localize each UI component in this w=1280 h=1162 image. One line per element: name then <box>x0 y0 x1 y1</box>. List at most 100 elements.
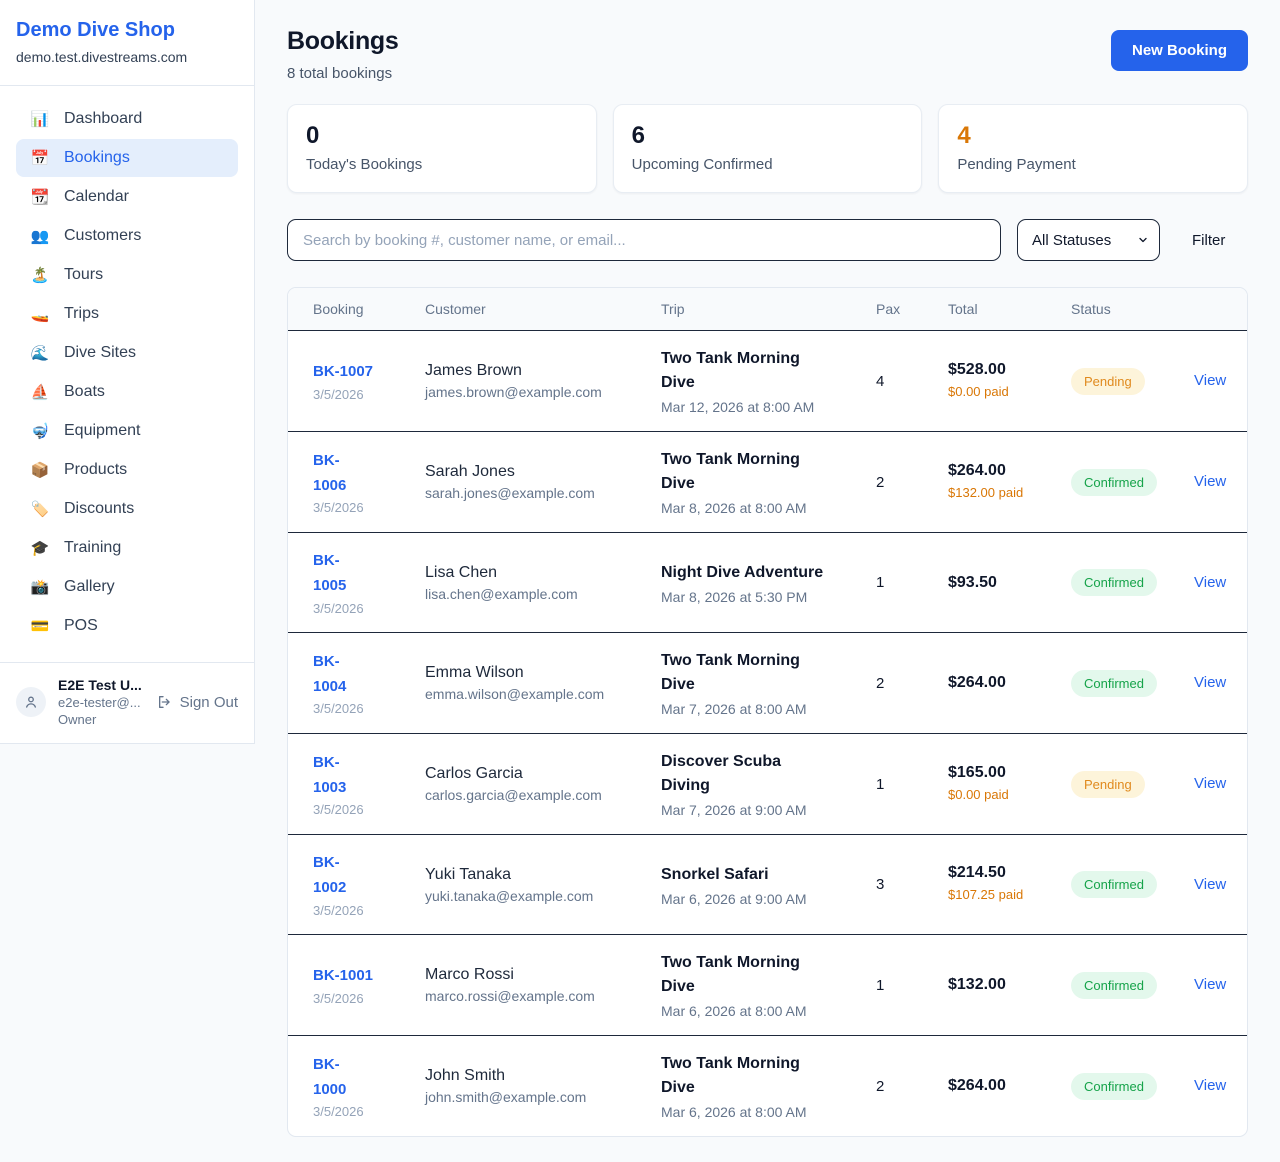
status-select[interactable]: All Statuses <box>1017 219 1160 261</box>
view-link[interactable]: View <box>1194 1077 1227 1094</box>
booking-id-link[interactable]: BK-1002 <box>313 854 347 896</box>
view-cell: View <box>1194 473 1226 491</box>
view-link[interactable]: View <box>1194 372 1227 389</box>
view-link[interactable]: View <box>1194 573 1227 591</box>
new-booking-button[interactable]: New Booking <box>1110 30 1248 71</box>
booking-date: 3/5/2026 <box>313 1104 364 1120</box>
bar-chart-icon: 📊 <box>30 111 50 128</box>
sidebar-item-dashboard[interactable]: 📊 Dashboard <box>16 100 238 138</box>
sidebar-item-equipment[interactable]: 🤿 Equipment <box>16 412 238 450</box>
view-cell: View <box>1194 372 1226 390</box>
column-header-booking: Booking <box>313 301 364 317</box>
people-icon: 👥 <box>30 228 50 245</box>
booking-cell: BK-1000 3/5/2026 <box>313 1053 425 1120</box>
view-link[interactable]: View <box>1194 775 1227 792</box>
status-badge: Confirmed <box>1071 871 1157 898</box>
trip-cell: Two Tank Morning Dive Mar 6, 2026 at 8:0… <box>661 951 876 1019</box>
view-cell: View <box>1194 976 1226 994</box>
customer-name: Emma Wilson <box>425 664 524 681</box>
sailboat-icon: ⛵ <box>30 384 50 401</box>
booking-cell: BK-1001 3/5/2026 <box>313 964 425 1006</box>
view-link[interactable]: View <box>1194 875 1227 893</box>
pax-value: 4 <box>876 372 885 390</box>
total-cell: $165.00 $0.00 paid <box>948 764 1071 805</box>
sidebar-item-customers[interactable]: 👥 Customers <box>16 217 238 255</box>
page-header: Bookings 8 total bookings New Booking <box>287 27 1248 82</box>
table-header-row: Booking Customer Trip Pax Total Status <box>288 288 1247 331</box>
trip-datetime: Mar 6, 2026 at 9:00 AM <box>661 890 807 907</box>
filter-button[interactable]: Filter <box>1176 224 1241 257</box>
page-subtitle: 8 total bookings <box>287 65 393 82</box>
booking-id-link[interactable]: BK-1000 <box>313 1055 347 1098</box>
view-cell: View <box>1194 1077 1226 1095</box>
view-link[interactable]: View <box>1194 976 1227 993</box>
brand: Demo Dive Shop demo.test.divestreams.com <box>0 0 254 86</box>
customer-name: Carlos Garcia <box>425 765 523 782</box>
booking-id-link[interactable]: BK-1006 <box>313 451 347 494</box>
island-icon: 🏝️ <box>30 267 50 284</box>
page-header-text: Bookings 8 total bookings <box>287 27 399 82</box>
pax-value: 3 <box>876 876 885 893</box>
paid-amount: $0.00 paid <box>948 383 1009 399</box>
column-header-status: Status <box>1071 301 1111 317</box>
customer-cell: Emma Wilson emma.wilson@example.com <box>425 664 661 702</box>
status-badge: Pending <box>1071 770 1145 798</box>
booking-cell: BK-1002 3/5/2026 <box>313 851 425 918</box>
view-cell: View <box>1194 775 1226 793</box>
sidebar-item-label: Trips <box>64 305 99 322</box>
column-header-trip: Trip <box>661 301 685 317</box>
search-input[interactable] <box>287 219 1001 261</box>
paid-amount: $107.25 paid <box>948 887 1024 903</box>
sidebar-item-tours[interactable]: 🏝️ Tours <box>16 256 238 294</box>
view-link[interactable]: View <box>1194 674 1227 691</box>
total-cell: $264.00 $132.00 paid <box>948 462 1071 503</box>
customer-name: Sarah Jones <box>425 463 515 480</box>
sidebar-item-calendar[interactable]: 📆 Calendar <box>16 178 238 216</box>
sign-out-label: Sign Out <box>179 693 238 711</box>
trip-cell: Two Tank Morning Dive Mar 8, 2026 at 8:0… <box>661 448 876 516</box>
user-section: E2E Test U... e2e-tester@... Owner Sign … <box>0 662 254 743</box>
sidebar-item-discounts[interactable]: 🏷️ Discounts <box>16 490 238 528</box>
sign-out-button[interactable]: Sign Out <box>157 694 238 711</box>
customer-cell: John Smith john.smith@example.com <box>425 1067 661 1105</box>
booking-id-link[interactable]: BK-1004 <box>313 652 347 695</box>
customer-email: yuki.tanaka@example.com <box>425 887 594 904</box>
trip-cell: Snorkel Safari Mar 6, 2026 at 9:00 AM <box>661 863 876 907</box>
stat-card: 0 Today's Bookings <box>287 104 597 193</box>
pax-value: 1 <box>876 574 885 591</box>
sidebar-item-gallery[interactable]: 📸 Gallery <box>16 568 238 606</box>
view-link[interactable]: View <box>1194 473 1227 490</box>
table-body: BK-1007 3/5/2026 James Brown james.brown… <box>288 331 1247 1136</box>
sidebar-item-products[interactable]: 📦 Products <box>16 451 238 489</box>
total-amount: $93.50 <box>948 573 997 591</box>
trip-cell: Two Tank Morning Dive Mar 7, 2026 at 8:0… <box>661 649 876 717</box>
status-badge: Confirmed <box>1071 569 1157 596</box>
booking-cell: BK-1007 3/5/2026 <box>313 360 425 402</box>
sidebar-item-label: Customers <box>64 227 142 244</box>
customer-name: James Brown <box>425 362 522 379</box>
sidebar-item-label: Products <box>64 461 128 478</box>
total-amount: $264.00 <box>948 1077 1006 1094</box>
customer-name: John Smith <box>425 1067 506 1084</box>
sidebar-item-bookings[interactable]: 📅 Bookings <box>16 139 238 177</box>
sidebar-item-dive-sites[interactable]: 🌊 Dive Sites <box>16 334 238 372</box>
booking-id-link[interactable]: BK-1003 <box>313 753 347 796</box>
user-name: E2E Test U... <box>58 677 142 693</box>
booking-cell: BK-1006 3/5/2026 <box>313 449 425 516</box>
sidebar-item-trips[interactable]: 🚤 Trips <box>16 295 238 333</box>
sidebar-item-training[interactable]: 🎓 Training <box>16 529 238 567</box>
customer-email: lisa.chen@example.com <box>425 585 578 602</box>
customer-name: Yuki Tanaka <box>425 865 511 883</box>
total-cell: $264.00 <box>948 1077 1071 1095</box>
booking-id-link[interactable]: BK-1005 <box>313 552 347 594</box>
pax-value: 2 <box>876 473 885 491</box>
trip-name: Night Dive Adventure <box>661 563 824 581</box>
trip-name: Two Tank Morning Dive <box>661 451 800 492</box>
calendar-icon: 📅 <box>30 150 50 167</box>
total-amount: $264.00 <box>948 674 1006 691</box>
booking-id-link[interactable]: BK-1001 <box>313 967 374 985</box>
sidebar-item-boats[interactable]: ⛵ Boats <box>16 373 238 411</box>
booking-id-link[interactable]: BK-1007 <box>313 363 374 381</box>
sidebar-item-pos[interactable]: 💳 POS <box>16 607 238 645</box>
sidebar-item-label: POS <box>64 617 98 634</box>
